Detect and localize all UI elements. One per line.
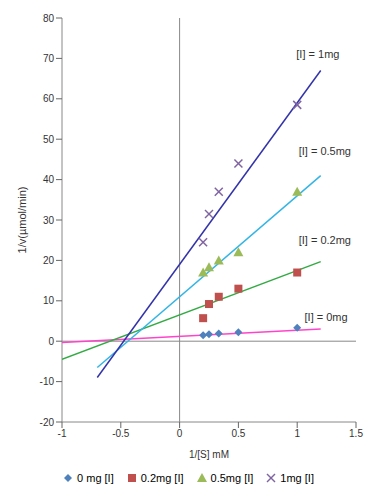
svg-text:0: 0 [48,336,54,347]
html-text:1mg [I]: 1mg [I] [280,472,314,484]
svg-text:-1: -1 [58,428,67,439]
svg-text:40: 40 [43,174,55,185]
html-text:0.2mg [I]: 0.2mg [I] [140,472,184,484]
svg-text:[I] = 0.5mg: [I] = 0.5mg [299,145,351,157]
svg-text:1: 1 [294,428,300,439]
svg-text:1.5: 1.5 [349,428,363,439]
svg-text:[I] = 1mg: [I] = 1mg [296,48,339,60]
svg-text:-0.5: -0.5 [112,428,130,439]
svg-text:70: 70 [43,53,55,64]
svg-text:[I] = 0mg: [I] = 0mg [305,311,348,323]
svg-text:-10: -10 [40,376,55,387]
svg-text:-20: -20 [40,417,55,428]
svg-text:1/[S] mM: 1/[S] mM [189,449,229,460]
html-text:0.5mg [I]: 0.5mg [I] [210,472,254,484]
svg-text:60: 60 [43,93,55,104]
html-text:0 mg [I]: 0 mg [I] [77,472,114,484]
svg-text:80: 80 [43,13,55,24]
svg-text:10: 10 [43,295,55,306]
svg-text:20: 20 [43,255,55,266]
svg-text:0.5: 0.5 [231,428,245,439]
svg-text:1/v(µmol/min): 1/v(µmol/min) [16,187,28,254]
svg-text:[I] = 0.2mg: [I] = 0.2mg [299,234,351,246]
svg-text:50: 50 [43,134,55,145]
svg-text:0: 0 [177,428,183,439]
svg-text:30: 30 [43,215,55,226]
